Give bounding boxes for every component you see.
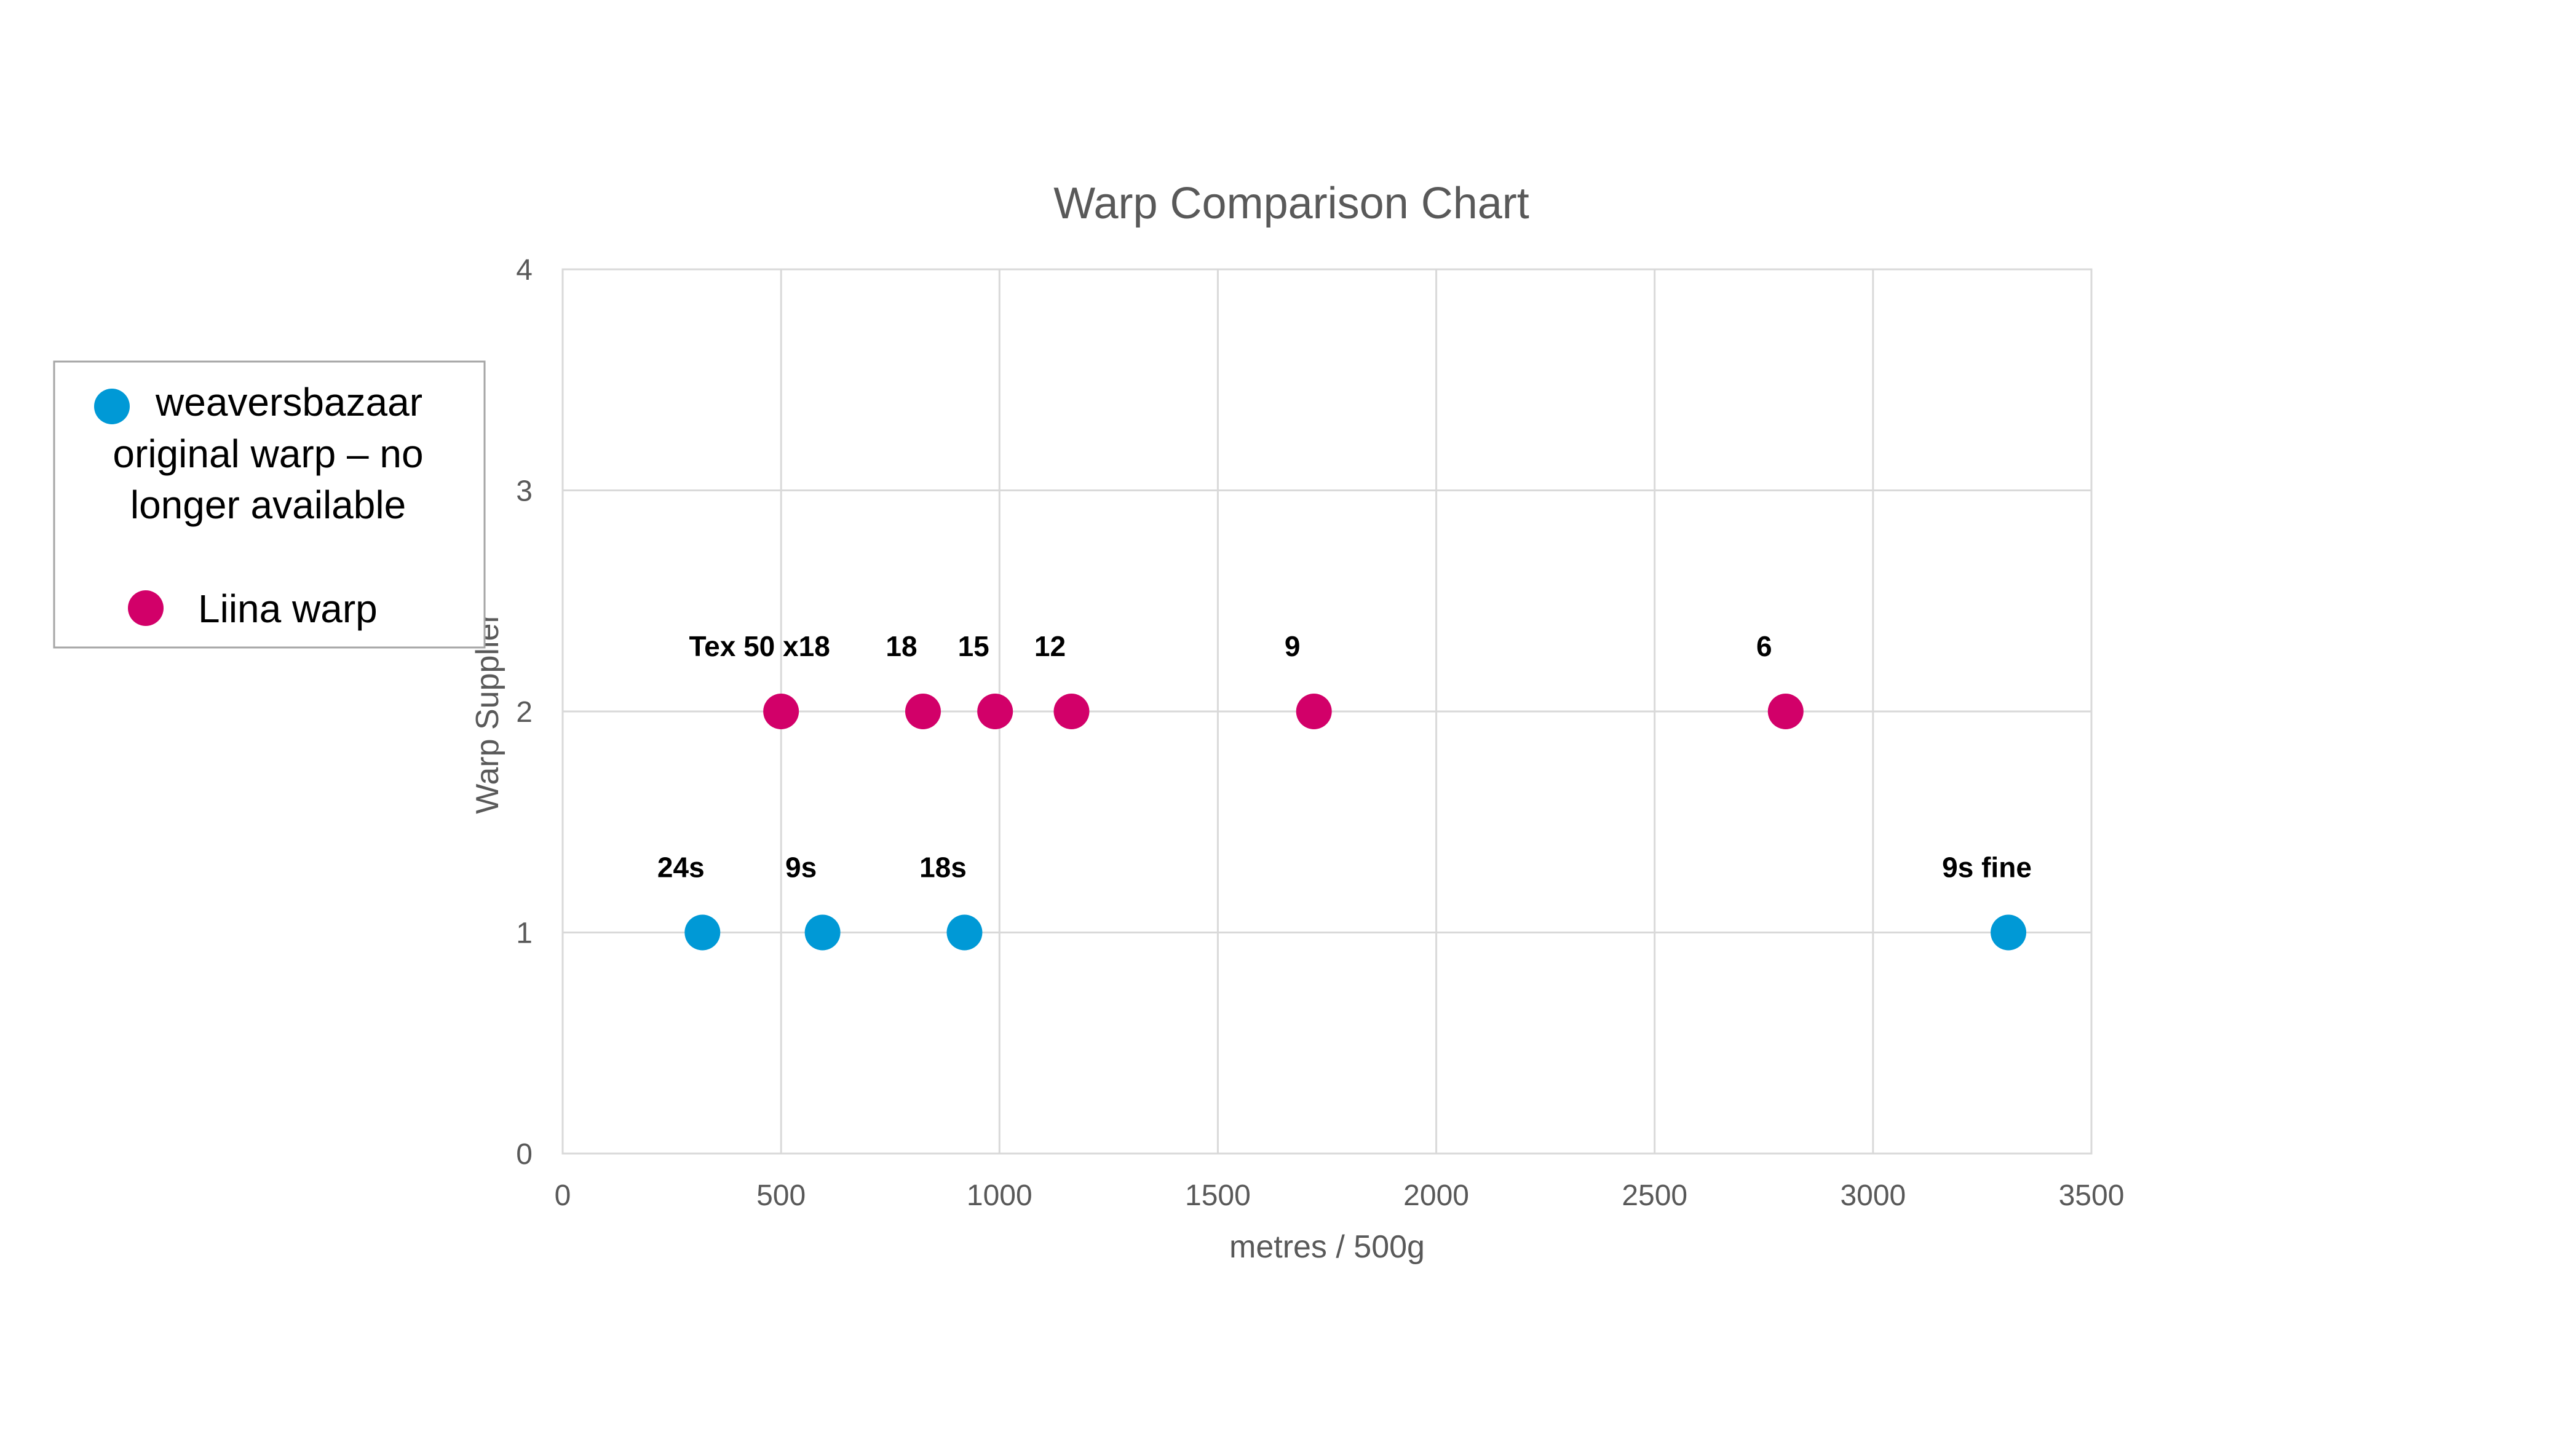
legend-label-weaversbazaar-line-3: longer available (130, 483, 406, 527)
data-point (1053, 694, 1090, 729)
data-point (905, 694, 941, 729)
y-tick-label: 4 (516, 254, 533, 287)
point-labels: 24s 9s 18s 9s fine Tex 50 x18 18 15 12 9 6 (657, 630, 2032, 884)
y-tick-label: 2 (516, 696, 533, 729)
x-tick-label: 3500 (2059, 1179, 2125, 1212)
legend-label-weaversbazaar-line-1: weaversbazaar (155, 380, 422, 424)
data-points (684, 694, 2027, 951)
data-point (977, 694, 1013, 729)
data-point (946, 914, 983, 951)
x-tick-label: 3000 (1840, 1179, 1906, 1212)
data-point (763, 694, 799, 729)
data-label: 9 (1285, 630, 1301, 662)
y-tick-label: 1 (516, 917, 533, 950)
data-point (1767, 694, 1804, 729)
data-point (804, 914, 841, 951)
y-tick-label: 0 (516, 1138, 533, 1171)
x-tick-label: 1000 (967, 1179, 1032, 1212)
chart-title: Warp Comparison Chart (1053, 179, 1529, 228)
data-label: 9s (785, 852, 817, 884)
data-point (684, 914, 721, 951)
data-point (1296, 694, 1332, 729)
data-label: 6 (1756, 630, 1772, 662)
legend-marker-liina (128, 590, 164, 626)
legend: weaversbazaar original warp – no longer … (53, 360, 486, 649)
data-label: 18 (886, 630, 917, 662)
data-label: 18s (919, 852, 967, 884)
x-tick-label: 0 (555, 1179, 571, 1212)
y-tick-label: 3 (516, 475, 533, 508)
data-label: 12 (1034, 630, 1066, 662)
data-label: 9s fine (1942, 852, 2032, 884)
x-tick-label: 2500 (1622, 1179, 1687, 1212)
x-tick-label: 1500 (1185, 1179, 1251, 1212)
data-label: 15 (958, 630, 989, 662)
legend-label-liina: Liina warp (198, 587, 378, 631)
data-label: Tex 50 x18 (689, 630, 830, 662)
legend-marker-weaversbazaar (94, 389, 130, 424)
x-tick-label: 2000 (1403, 1179, 1469, 1212)
legend-label-weaversbazaar-line-2: original warp – no (113, 432, 423, 476)
x-tick-label: 500 (756, 1179, 806, 1212)
data-label: 24s (657, 852, 705, 884)
x-axis-title: metres / 500g (1229, 1229, 1425, 1265)
plot-area (561, 268, 2093, 1155)
data-point (1991, 914, 2027, 951)
